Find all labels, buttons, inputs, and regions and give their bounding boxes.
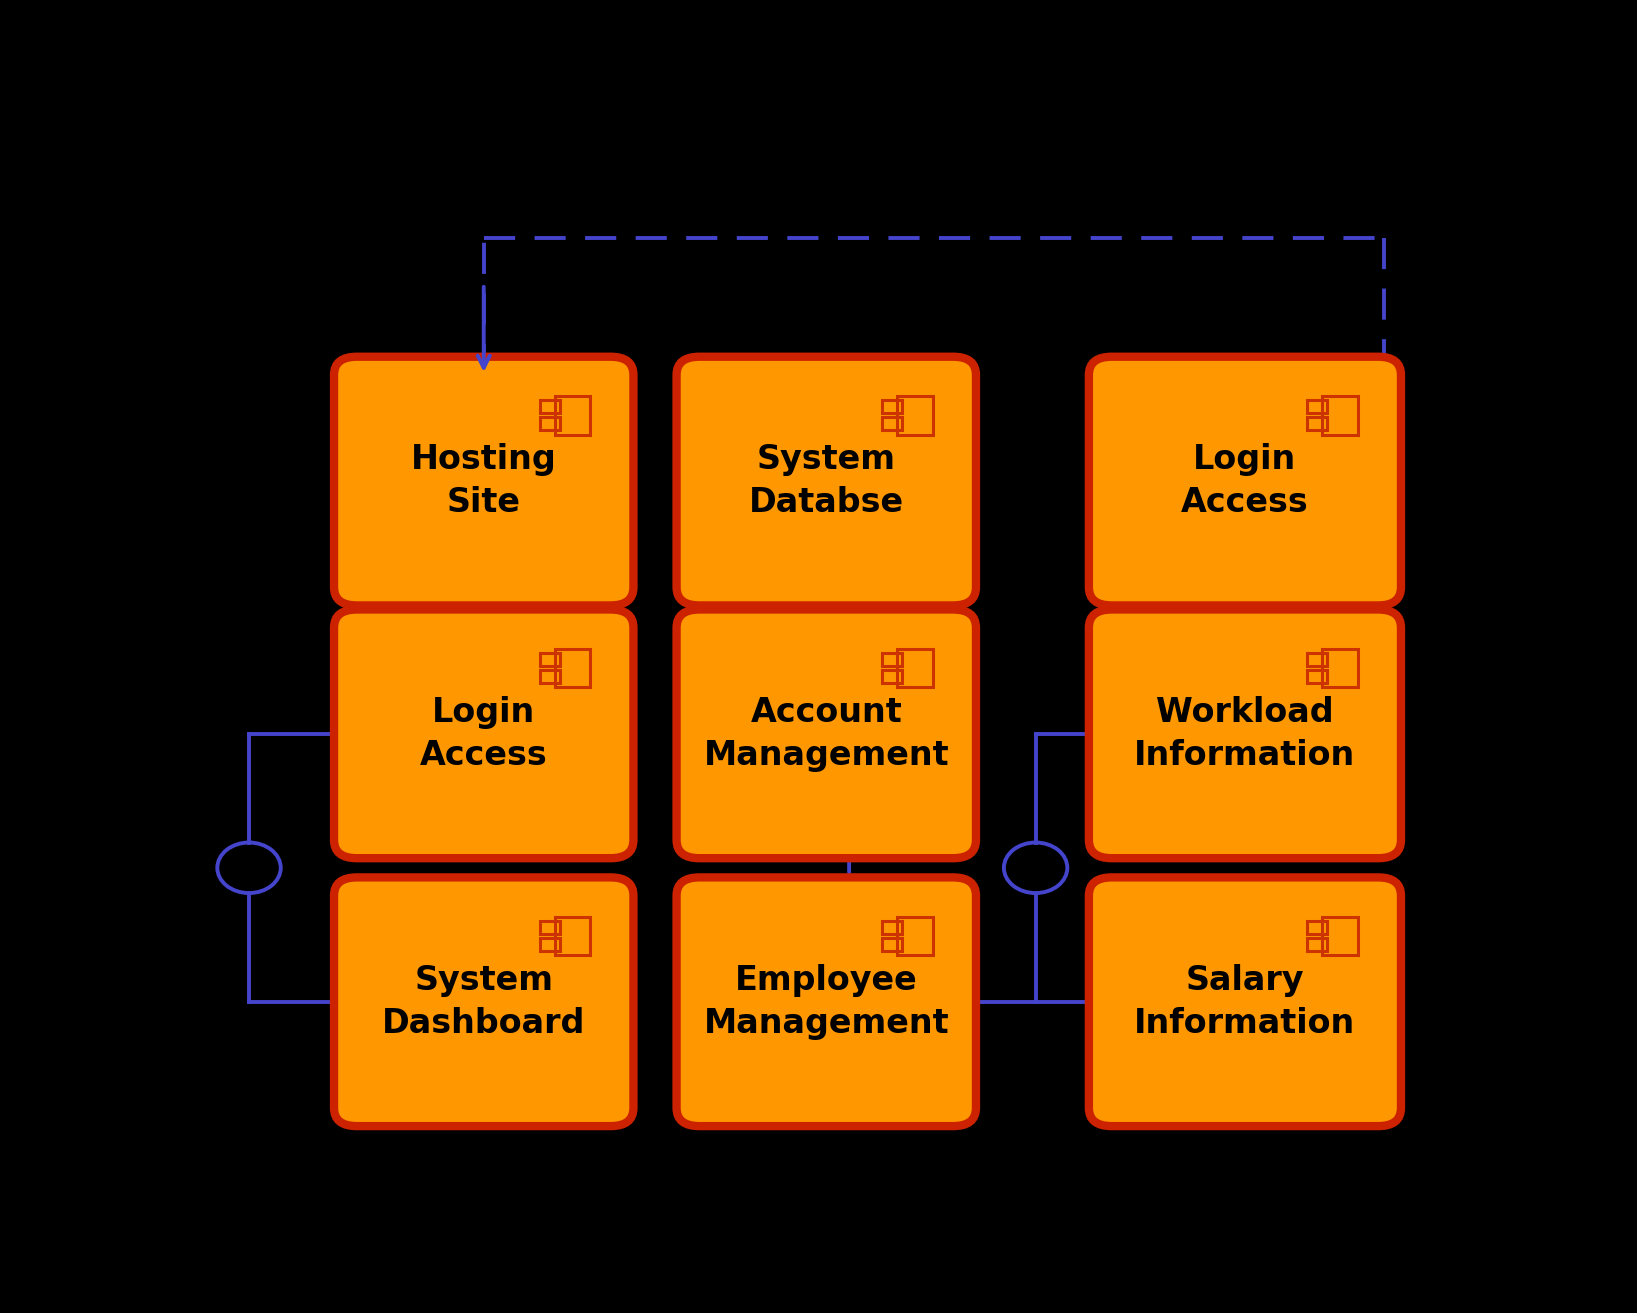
Text: System
Databse: System Databse [748, 442, 904, 519]
Text: Hosting
Site: Hosting Site [411, 442, 557, 519]
FancyBboxPatch shape [1089, 877, 1401, 1127]
Text: Login
Access: Login Access [419, 696, 548, 772]
FancyBboxPatch shape [1089, 357, 1401, 605]
Text: System
Dashboard: System Dashboard [381, 964, 586, 1040]
Text: Account
Management: Account Management [704, 696, 949, 772]
FancyBboxPatch shape [676, 877, 976, 1127]
Text: Workload
Information: Workload Information [1134, 696, 1355, 772]
FancyBboxPatch shape [334, 877, 634, 1127]
FancyBboxPatch shape [1089, 609, 1401, 859]
Text: Salary
Information: Salary Information [1134, 964, 1355, 1040]
Text: Employee
Management: Employee Management [704, 964, 949, 1040]
FancyBboxPatch shape [334, 357, 634, 605]
FancyBboxPatch shape [676, 357, 976, 605]
FancyBboxPatch shape [334, 609, 634, 859]
FancyBboxPatch shape [676, 609, 976, 859]
Text: Login
Access: Login Access [1180, 442, 1310, 519]
